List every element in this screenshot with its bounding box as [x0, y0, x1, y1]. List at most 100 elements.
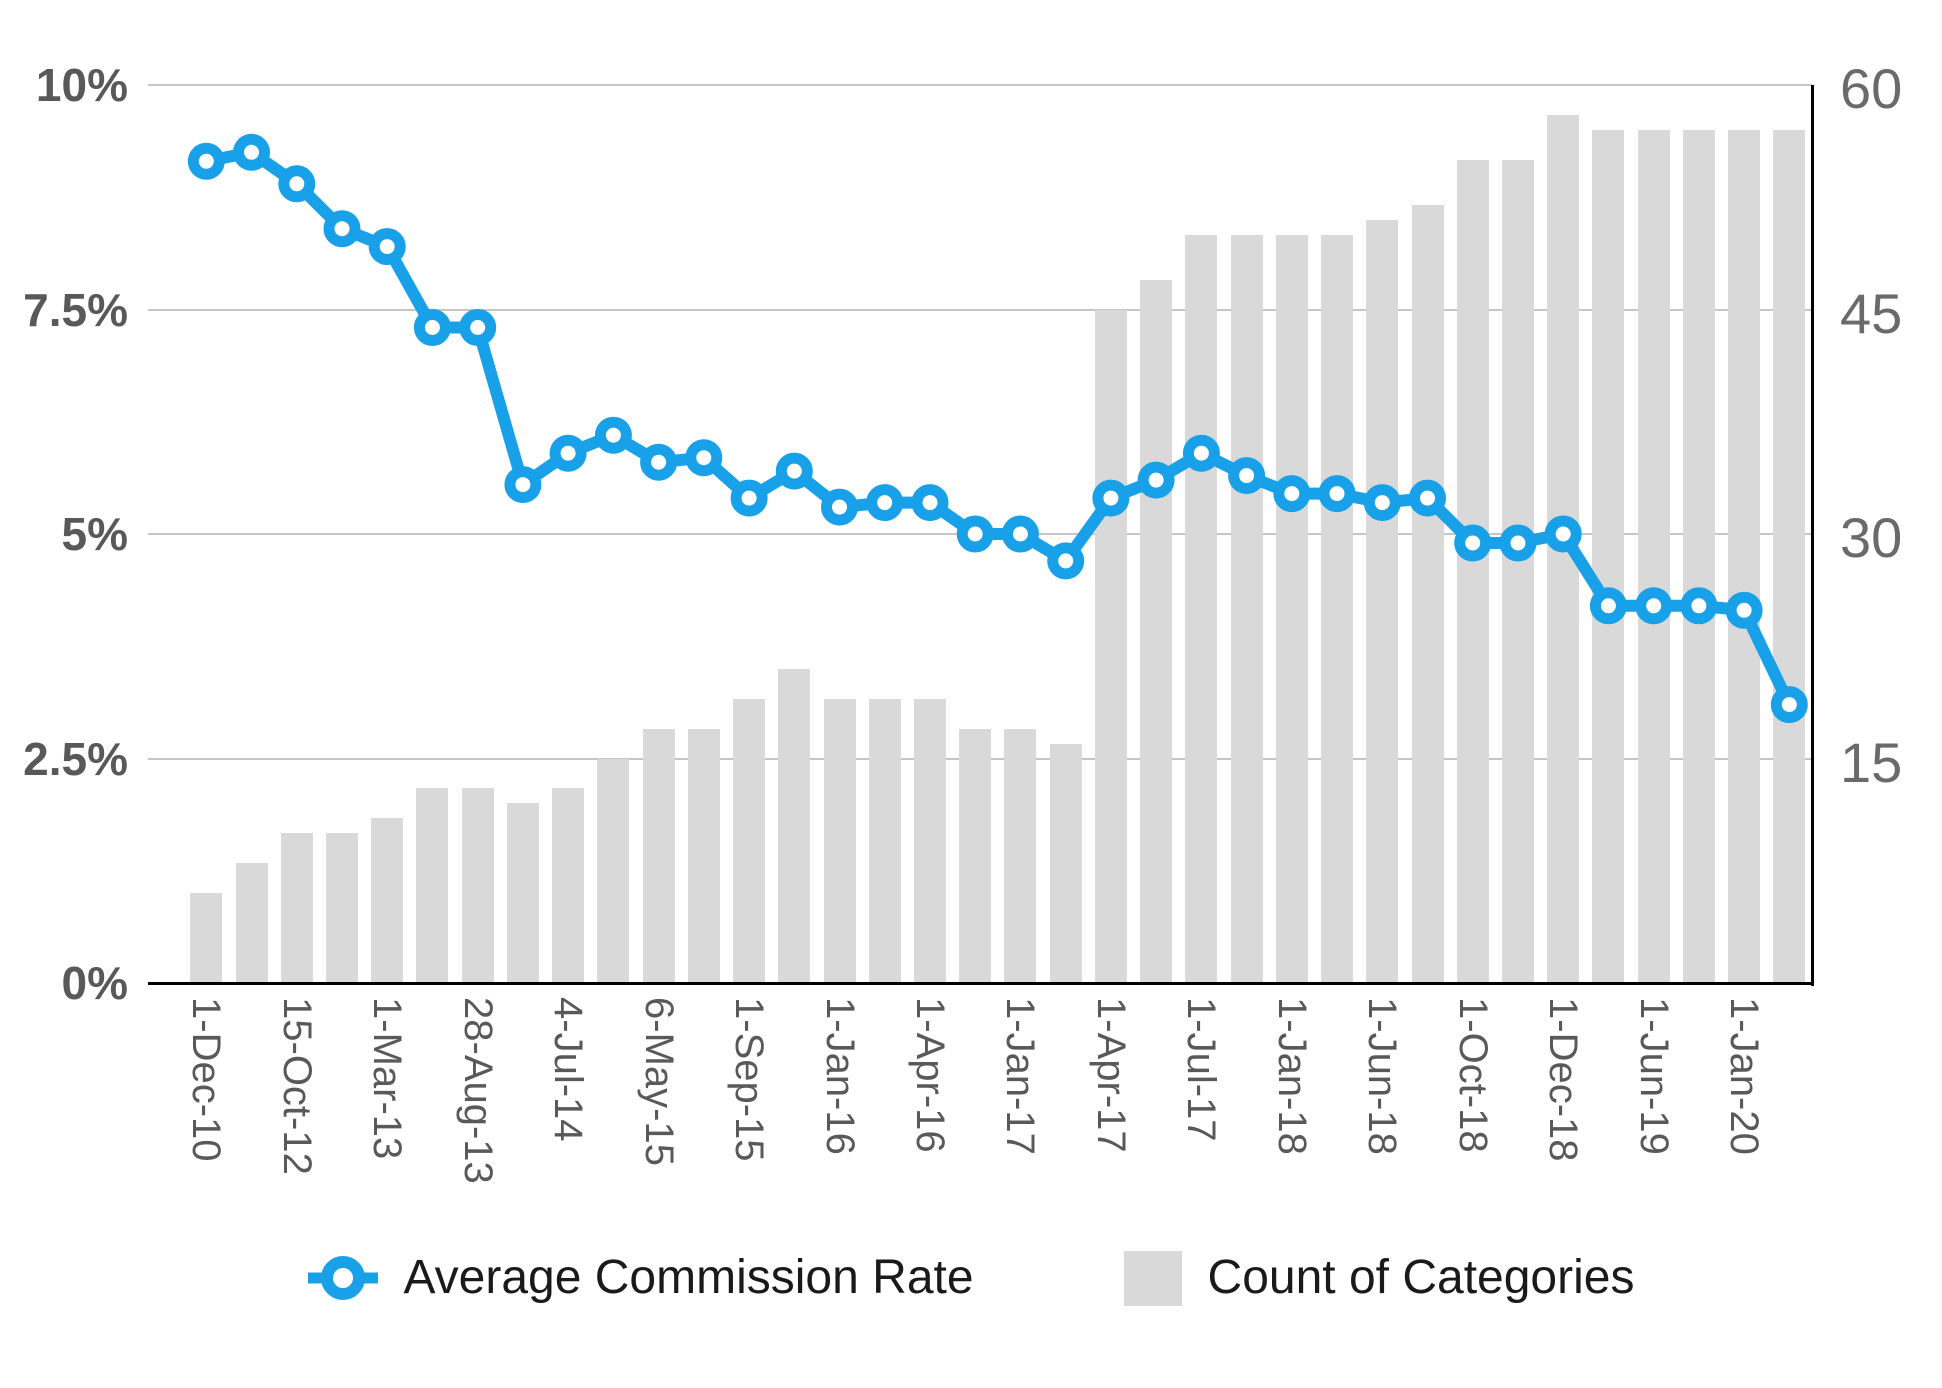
- data-point-marker: [1589, 587, 1627, 625]
- x-axis-tick-label: 1-Jun-19: [1631, 997, 1676, 1155]
- x-axis-tick-label: 1-Mar-13: [365, 997, 410, 1160]
- data-point-marker: [368, 228, 406, 266]
- x-axis-tick-label: 1-Oct-18: [1450, 997, 1495, 1153]
- x-axis-tick-label: 6-May-15: [636, 997, 681, 1166]
- bar: [1140, 279, 1173, 983]
- data-point-marker: [1047, 542, 1085, 580]
- bar: [461, 788, 494, 983]
- left-axis-tick-label: 5%: [61, 508, 128, 560]
- data-point-marker: [1001, 515, 1039, 553]
- bar: [552, 788, 585, 983]
- x-axis-tick-label: 1-Dec-10: [184, 997, 229, 1162]
- commission-rate-line: [205, 145, 1795, 708]
- data-point-marker: [1273, 475, 1311, 513]
- data-point-marker: [1182, 434, 1220, 472]
- data-point-marker: [323, 210, 361, 248]
- bar: [416, 788, 449, 983]
- data-point-marker: [1725, 591, 1763, 629]
- x-axis-tick-label: 1-Apr-17: [1088, 997, 1133, 1153]
- right-axis-tick-label: 30: [1840, 506, 1903, 569]
- data-point-marker: [1137, 461, 1175, 499]
- bar: [235, 863, 268, 983]
- bar: [1501, 159, 1534, 983]
- bar: [733, 698, 766, 983]
- data-point-marker: [1770, 686, 1808, 724]
- bar: [325, 833, 358, 983]
- bar: [1411, 204, 1444, 983]
- bar: [778, 668, 811, 983]
- bar: [190, 893, 223, 983]
- bar: [1230, 234, 1263, 983]
- data-point-marker: [1363, 484, 1401, 522]
- data-point-marker: [459, 309, 497, 346]
- data-point-marker: [1318, 475, 1356, 513]
- data-point-marker: [1680, 587, 1718, 625]
- bar: [371, 818, 404, 983]
- x-axis-tick-label: 4-Jul-14: [546, 997, 591, 1142]
- bar: [280, 833, 313, 983]
- data-point-marker: [1409, 479, 1446, 517]
- data-point-marker: [1228, 457, 1266, 495]
- x-axis-tick-label: 1-Jan-20: [1722, 997, 1767, 1155]
- data-point-marker: [730, 479, 768, 517]
- bar: [823, 698, 856, 983]
- left-axis-tick-label: 0%: [61, 957, 128, 1009]
- data-point-marker: [775, 452, 813, 490]
- x-axis-tick-label: 1-Sep-15: [727, 997, 772, 1162]
- bar: [1185, 234, 1218, 983]
- bar: [959, 728, 992, 983]
- bar: [1366, 219, 1399, 983]
- data-point-marker: [278, 165, 316, 203]
- x-axis-tick-label: 1-Jul-17: [1179, 997, 1224, 1142]
- bar-swatch-icon: [1123, 1250, 1182, 1306]
- data-point-marker: [413, 309, 451, 346]
- legend-entry-line: Average Commission Rate: [307, 1251, 974, 1304]
- legend-entry-bar: Count of Categories: [1123, 1250, 1634, 1306]
- bar: [1004, 728, 1037, 983]
- x-axis-tick-label: 15-Oct-12: [274, 997, 319, 1175]
- data-point-marker: [1454, 524, 1492, 562]
- bar: [1321, 234, 1354, 983]
- bar: [913, 698, 946, 983]
- x-axis-tick-label: 1-Jan-17: [998, 997, 1043, 1155]
- left-axis-tick-label: 2.5%: [23, 732, 128, 785]
- legend: Average Commission Rate Count of Categor…: [0, 1238, 1942, 1318]
- x-axis-tick-label: 1-Jan-18: [1269, 997, 1314, 1155]
- bar: [1637, 129, 1670, 983]
- x-axis-line: [148, 982, 1812, 985]
- bar: [642, 728, 675, 983]
- data-point-marker: [187, 142, 225, 180]
- bar: [1049, 743, 1082, 983]
- right-axis-tick-label: 15: [1840, 730, 1903, 794]
- x-axis-tick-label: 28-Aug-13: [455, 997, 500, 1184]
- line-series-average-commission-rate: [187, 133, 1808, 724]
- plot-area: [148, 84, 1814, 986]
- right-axis-tick-label: 45: [1840, 281, 1903, 345]
- data-point-marker: [549, 434, 587, 472]
- data-point-marker: [1092, 479, 1130, 517]
- data-point-marker: [640, 443, 678, 481]
- right-axis-line: [1811, 85, 1814, 986]
- x-axis-tick-label: 1-Jan-16: [817, 997, 862, 1155]
- right-axis-tick-label: 60: [1840, 57, 1903, 120]
- x-axis-tick-label: 1-Apr-16: [907, 997, 952, 1153]
- gridline: [148, 84, 1812, 86]
- data-point-marker: [685, 439, 723, 477]
- bar: [1728, 129, 1761, 983]
- bar: [687, 728, 720, 983]
- bar: [1682, 129, 1715, 983]
- data-point-marker: [911, 484, 949, 522]
- bar: [868, 698, 901, 983]
- bar: [506, 803, 539, 983]
- data-point-marker: [1544, 515, 1582, 553]
- data-point-marker: [1635, 587, 1673, 625]
- data-point-marker: [504, 466, 542, 504]
- bar: [1456, 159, 1489, 983]
- bar: [1592, 129, 1625, 983]
- bar: [597, 758, 630, 983]
- legend-label-line: Average Commission Rate: [403, 1251, 974, 1304]
- left-axis-tick-label: 10%: [35, 59, 128, 111]
- data-point-marker: [594, 416, 632, 454]
- x-axis-tick-label: 1-Jun-18: [1360, 997, 1405, 1155]
- left-axis-tick-label: 7.5%: [23, 283, 128, 336]
